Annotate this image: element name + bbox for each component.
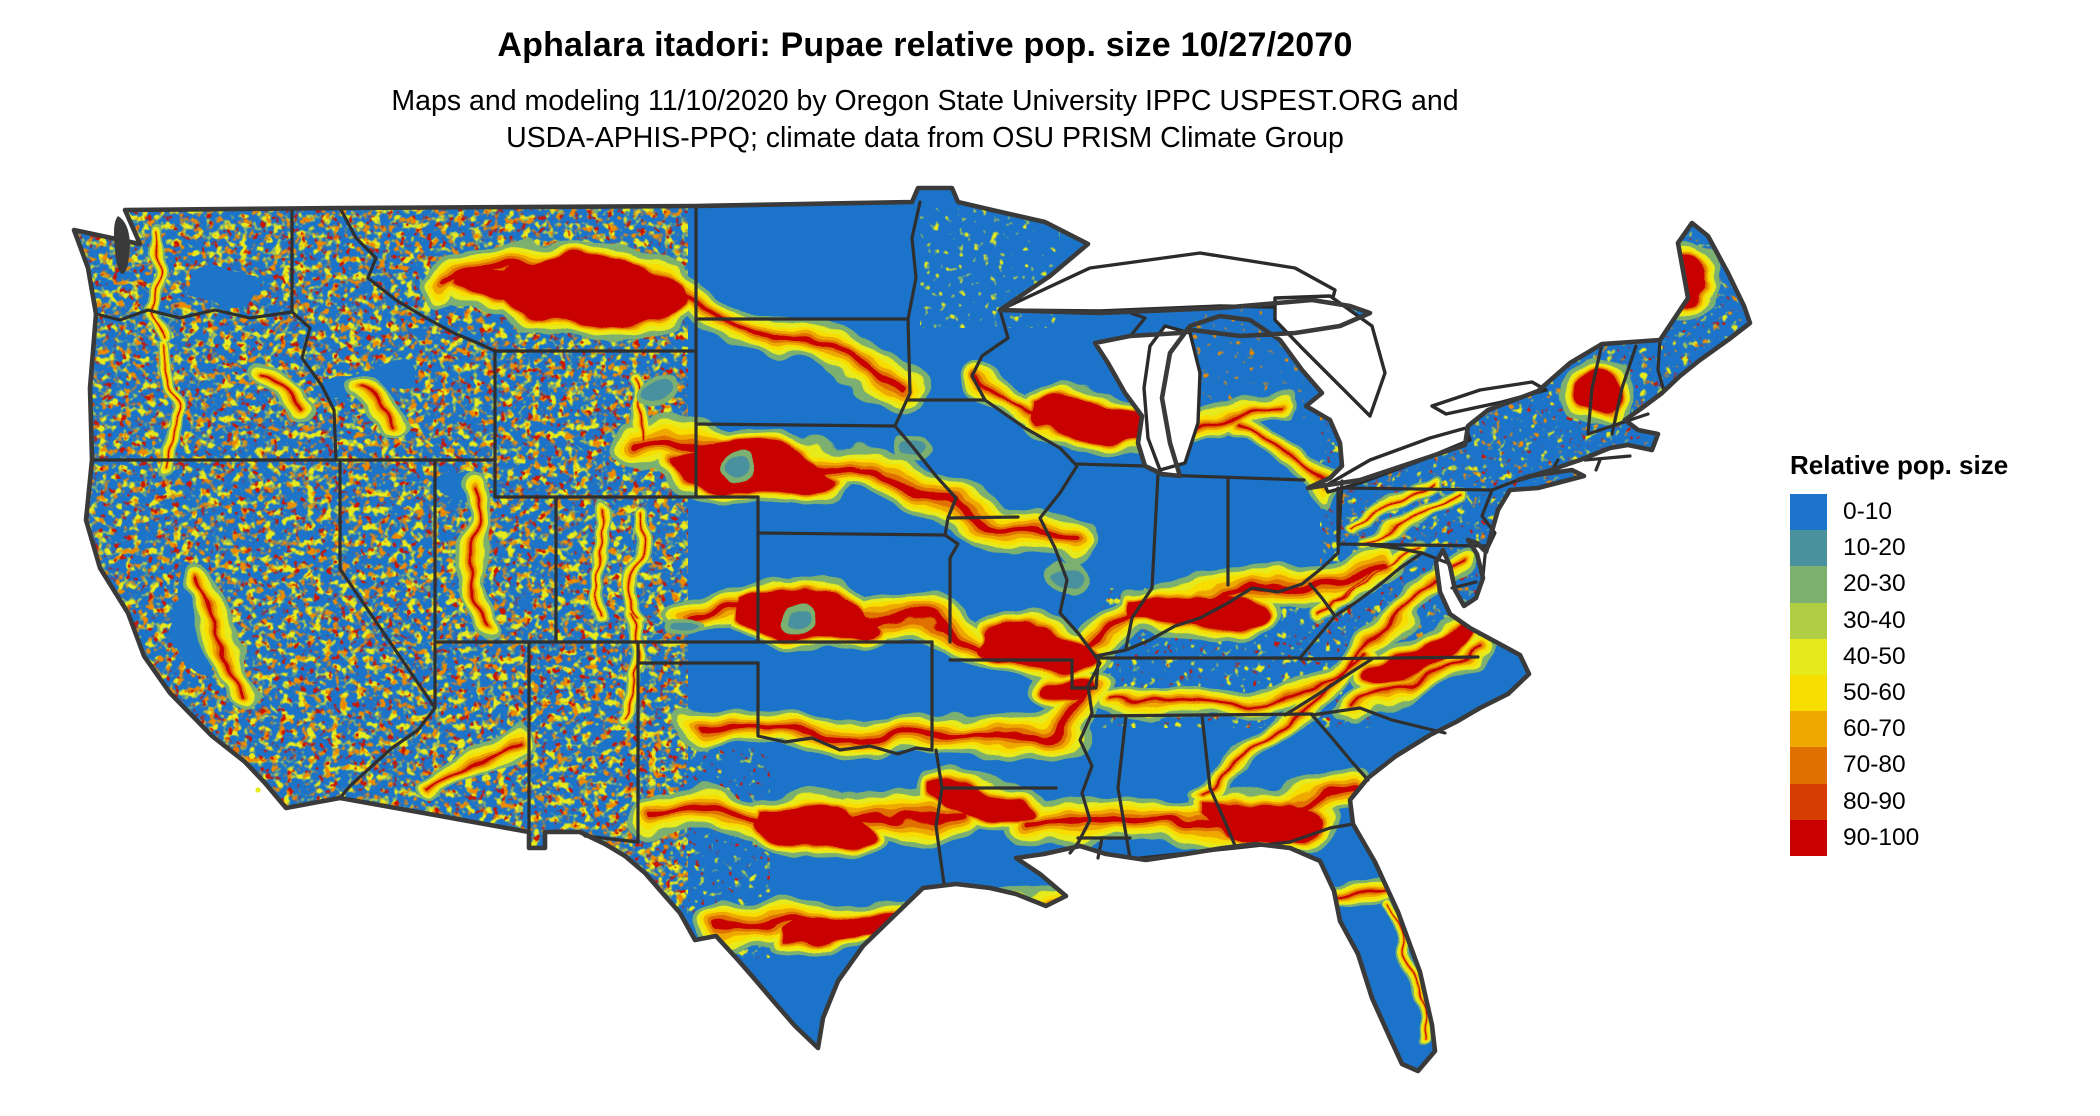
us-population-map	[40, 148, 1800, 1116]
legend-row: 0-10	[1790, 494, 2090, 531]
legend-row: 60-70	[1790, 711, 2090, 748]
legend-row: 10-20	[1790, 530, 2090, 567]
us-map-canvas	[40, 148, 1800, 1116]
subtitle-line-2: USDA-APHIS-PPQ; climate data from OSU PR…	[506, 122, 1344, 154]
legend-swatch	[1790, 747, 1827, 784]
legend-label: 50-60	[1843, 679, 1906, 707]
basin-patches	[631, 375, 1081, 641]
legend-swatch	[1790, 674, 1827, 712]
legend-swatch	[1790, 819, 1827, 856]
legend-label: 20-30	[1843, 570, 1906, 598]
figure-title: Aphalara itadori: Pupae relative pop. si…	[497, 26, 1353, 64]
legend-row: 70-80	[1790, 747, 2090, 784]
figure-header: Aphalara itadori: Pupae relative pop. si…	[0, 0, 1850, 157]
legend-label: 30-40	[1843, 606, 1906, 634]
legend: Relative pop. size 0-10 10-20 20-30 30-40 40…	[1790, 450, 2090, 856]
legend-swatch	[1790, 530, 1827, 567]
legend-row: 20-30	[1790, 566, 2090, 603]
legend-label: 70-80	[1843, 751, 1906, 779]
legend-title: Relative pop. size	[1790, 450, 2009, 480]
legend-label: 10-20	[1843, 534, 1906, 562]
legend-swatch	[1790, 602, 1827, 639]
legend-swatch	[1790, 783, 1827, 820]
legend-label: 80-90	[1843, 787, 1906, 815]
legend-label: 0-10	[1843, 498, 1893, 526]
legend-label: 40-50	[1843, 642, 1906, 670]
lake-michigan	[1142, 324, 1202, 472]
legend-row: 50-60	[1790, 674, 2090, 712]
legend-row: 90-100	[1790, 819, 2090, 856]
legend-label: 60-70	[1843, 715, 1906, 743]
raster-layer	[74, 188, 1750, 1071]
legend-label: 90-100	[1843, 823, 1920, 851]
legend-swatch	[1790, 638, 1827, 675]
figure-subtitle: Maps and modeling 11/10/2020 by Oregon S…	[0, 83, 1850, 157]
legend-swatch	[1790, 566, 1827, 603]
subtitle-line-1: Maps and modeling 11/10/2020 by Oregon S…	[391, 85, 1459, 117]
legend-swatch	[1790, 494, 1827, 531]
legend-swatch	[1790, 711, 1827, 748]
lake-ontario	[1430, 380, 1548, 416]
legend-row: 30-40	[1790, 602, 2090, 639]
puget-sound	[114, 216, 130, 274]
legend-rows: 0-10 10-20 20-30 30-40 40-50 50-60 60-70 70-80 8…	[1790, 494, 2090, 856]
great-lakes	[998, 251, 1548, 494]
legend-row: 40-50	[1790, 638, 2090, 675]
legend-row: 80-90	[1790, 783, 2090, 820]
